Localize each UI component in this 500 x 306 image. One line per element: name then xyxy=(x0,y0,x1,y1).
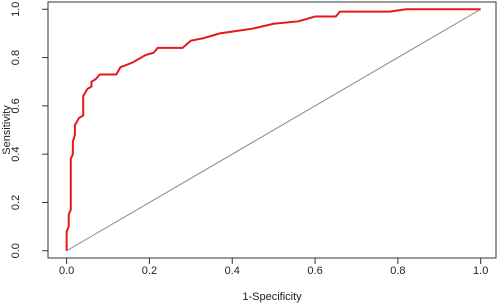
x-axis-label: 1-Specificity xyxy=(242,291,302,303)
y-tick-label: 0.6 xyxy=(10,98,22,113)
y-tick-label: 1.0 xyxy=(10,2,22,17)
x-tick-label: 0.2 xyxy=(142,265,157,277)
x-tick-label: 1.0 xyxy=(473,265,488,277)
x-tick-label: 0.0 xyxy=(59,265,74,277)
x-tick-label: 0.4 xyxy=(225,265,240,277)
y-tick-label: 0.0 xyxy=(10,243,22,258)
plot-frame xyxy=(47,1,497,259)
reference-line xyxy=(66,8,481,252)
y-tick-label: 0.8 xyxy=(10,50,22,65)
x-tick-label: 0.6 xyxy=(307,265,322,277)
y-axis-label: Sensitivity xyxy=(1,105,13,155)
y-tick-label: 0.4 xyxy=(10,147,22,162)
x-tick-label: 0.8 xyxy=(390,265,405,277)
roc-curve xyxy=(65,8,481,251)
y-tick-label: 0.2 xyxy=(10,195,22,210)
